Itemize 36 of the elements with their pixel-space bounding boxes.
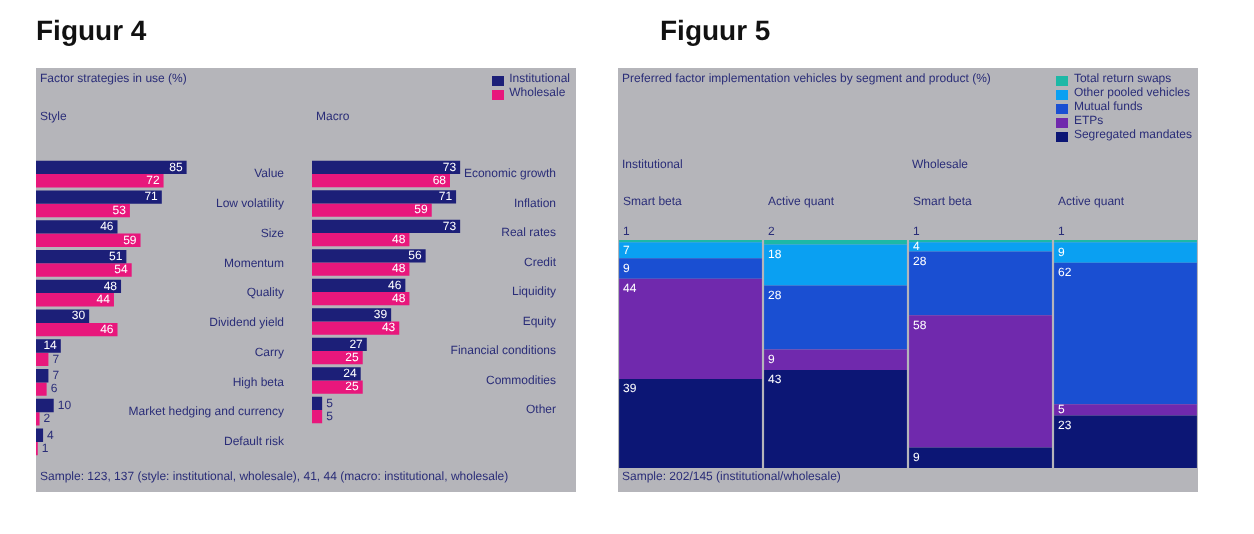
chart-title: Figuur 5 — [660, 14, 771, 46]
bar — [36, 249, 127, 264]
bar — [36, 322, 118, 337]
bar — [36, 233, 141, 247]
bar — [312, 321, 400, 335]
bar — [36, 293, 114, 307]
bar — [36, 160, 187, 175]
bar — [312, 278, 406, 292]
bar — [36, 398, 54, 413]
bar — [312, 190, 457, 204]
bar — [36, 382, 47, 396]
bar — [36, 369, 49, 383]
bar — [312, 262, 410, 276]
bar — [312, 367, 361, 381]
bar — [312, 308, 392, 322]
bar — [36, 352, 49, 367]
bar — [36, 174, 164, 188]
bar — [36, 203, 130, 218]
bar — [312, 249, 426, 263]
bar — [36, 263, 132, 277]
bar — [36, 220, 118, 234]
bar — [619, 258, 762, 279]
bar — [36, 428, 44, 442]
bar — [312, 292, 410, 306]
bar — [312, 232, 410, 247]
bar — [312, 160, 461, 174]
bar — [36, 309, 90, 323]
bar — [312, 219, 461, 233]
chart-title: Figuur 4 — [36, 14, 147, 46]
bar — [312, 410, 323, 424]
bar — [36, 190, 162, 204]
bar — [312, 203, 432, 217]
bar — [312, 337, 367, 352]
bar — [312, 396, 323, 411]
bar — [36, 279, 122, 294]
bar — [312, 173, 450, 188]
